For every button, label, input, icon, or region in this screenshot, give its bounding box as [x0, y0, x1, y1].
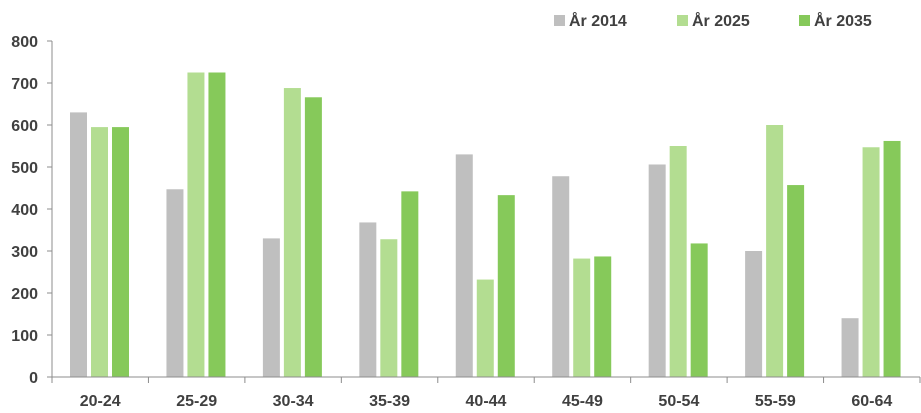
legend-label: År 2014 [569, 11, 627, 30]
bar-40-44-series-1 [476, 279, 494, 377]
bar-50-54-series-0 [648, 164, 666, 377]
legend-item: År 2014 [554, 11, 627, 30]
y-tick-label: 100 [11, 328, 38, 345]
bar-45-49-series-0 [552, 176, 570, 377]
bar-20-24-series-1 [91, 127, 108, 377]
bar-30-34-series-2 [304, 97, 322, 377]
bar-40-44-series-2 [497, 195, 515, 377]
y-tick-label: 700 [11, 76, 38, 93]
x-tick-label: 25-29 [176, 393, 217, 410]
bar-50-54-series-1 [669, 146, 687, 377]
bar-35-39-series-2 [401, 191, 419, 377]
legend-item: År 2035 [799, 11, 872, 30]
bar-60-64-series-1 [862, 147, 880, 377]
legend-swatch [677, 15, 688, 26]
bar-30-34-series-1 [283, 88, 301, 377]
y-tick-label: 200 [11, 286, 38, 303]
bar-55-59-series-2 [787, 185, 805, 377]
y-tick-label: 300 [11, 244, 38, 261]
y-axis: 0 100 200 300 400 500 600 700 800 [11, 34, 53, 387]
bar-25-29-series-0 [166, 189, 184, 377]
legend-swatch [554, 15, 565, 26]
y-tick-label: 600 [11, 118, 38, 135]
bar-20-24-series-2 [112, 127, 129, 377]
x-tick-label: 20-24 [80, 393, 121, 410]
bar-45-49-series-1 [573, 258, 591, 377]
x-tick-label: 55-59 [755, 393, 796, 410]
legend-swatch [799, 15, 810, 26]
bar-45-49-series-2 [594, 256, 612, 377]
x-tick-label: 50-54 [658, 393, 699, 410]
bar-55-59-series-1 [766, 125, 784, 377]
bar-50-54-series-2 [690, 243, 708, 377]
bar-35-39-series-1 [380, 239, 398, 377]
bar-40-44-series-0 [455, 154, 473, 377]
x-tick-label: 35-39 [369, 393, 410, 410]
legend-item: År 2025 [677, 11, 750, 30]
legend: År 2014 År 2025 År 2035 [554, 11, 872, 30]
x-tick-label: 30-34 [273, 393, 314, 410]
x-tick-label: 60-64 [851, 393, 892, 410]
x-tick-label: 45-49 [562, 393, 603, 410]
bar-55-59-series-0 [745, 251, 763, 377]
bar-60-64-series-0 [841, 318, 859, 377]
bars [70, 72, 901, 378]
y-tick-label: 400 [11, 202, 38, 219]
bar-35-39-series-0 [359, 222, 377, 377]
bar-60-64-series-2 [883, 140, 901, 377]
legend-label: År 2025 [692, 11, 750, 30]
legend-label: År 2035 [814, 11, 872, 30]
y-tick-label: 500 [11, 160, 38, 177]
bar-30-34-series-0 [262, 238, 280, 377]
y-tick-label: 800 [11, 34, 38, 51]
x-axis: 20-24 25-29 30-34 35-39 40-44 45-49 50-54 55-59… [51, 376, 921, 410]
y-tick-label: 0 [29, 370, 38, 387]
bar-20-24-series-0 [70, 112, 87, 378]
bar-25-29-series-1 [187, 72, 205, 377]
bar-25-29-series-2 [208, 72, 226, 377]
x-tick-label: 40-44 [466, 393, 507, 410]
